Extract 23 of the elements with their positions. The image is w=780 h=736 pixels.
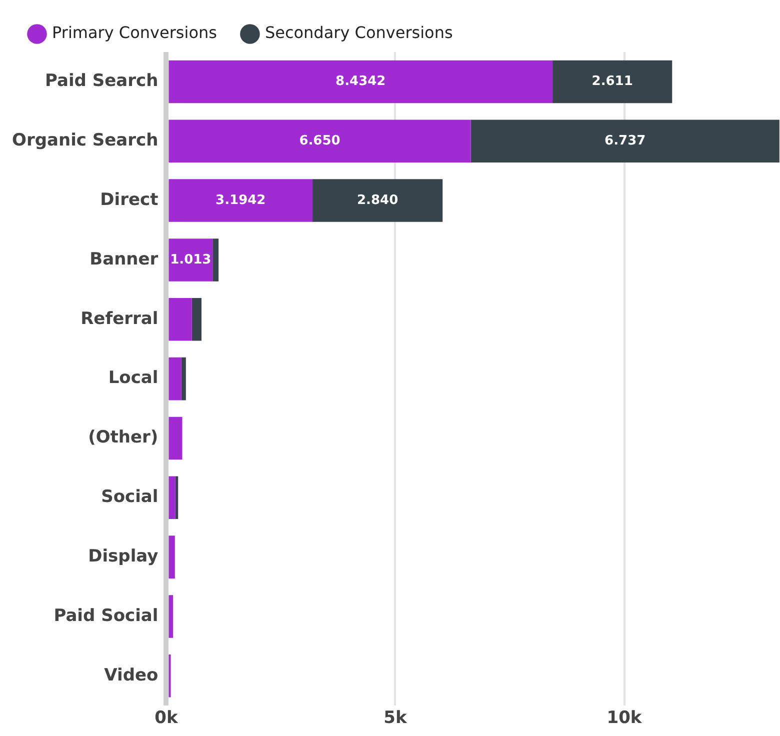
y-tick-label: Paid Search (45, 71, 158, 92)
legend-label: Secondary Conversions (264, 23, 453, 42)
x-tick-label: 0k (154, 708, 178, 728)
data-label: 2.611 (592, 74, 633, 90)
y-tick-label: Direct (100, 190, 158, 210)
y-tick-label: Referral (80, 308, 158, 329)
data-label: 6.650 (299, 134, 340, 148)
y-tick-label: Banner (90, 249, 159, 270)
y-tick-label: Organic Search (12, 130, 158, 151)
y-tick-label: Paid Social (54, 606, 158, 626)
y-tick-label: (Other) (88, 428, 158, 448)
x-tick-label: 5k (384, 708, 408, 728)
data-label: 8.4342 (336, 74, 386, 90)
y-tick-label: Video (104, 665, 158, 686)
data-label: 3.1942 (216, 192, 266, 208)
data-label: 1.013 (170, 252, 212, 268)
y-tick-label: Local (108, 368, 158, 388)
data-label: 2.840 (357, 192, 398, 208)
data-label: 6.737 (604, 134, 646, 148)
legend-label: Primary Conversions (52, 23, 217, 42)
x-tick-label: 10k (606, 708, 642, 728)
y-tick-label: Display (88, 546, 158, 566)
y-tick-label: Social (101, 487, 158, 508)
